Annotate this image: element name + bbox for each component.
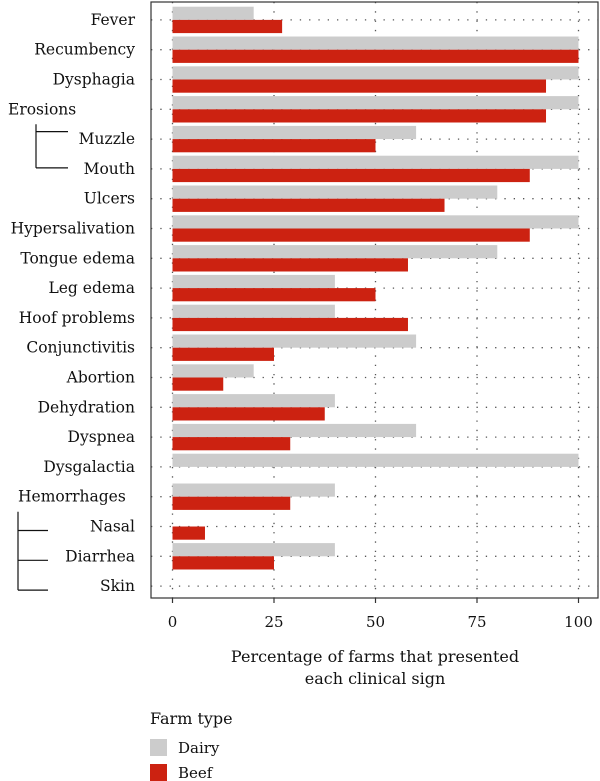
bar-dairy-18: [172, 543, 335, 557]
bar-dairy-8: [172, 245, 498, 259]
plot-panel: [150, 1, 599, 599]
category-label-13: Dehydration: [38, 398, 135, 416]
category-label-1: Recumbency: [34, 41, 135, 59]
bar-dairy-14: [172, 423, 417, 438]
legend-label-dairy: Dairy: [178, 739, 220, 757]
category-label-10: Hoof problems: [19, 309, 135, 327]
category-label-4: Muzzle: [79, 130, 135, 148]
category-label-16: Hemorrhages: [18, 488, 126, 506]
x-tick-label-2: 50: [366, 613, 385, 631]
bar-dairy-9: [172, 274, 335, 289]
x-tick-label-4: 100: [564, 613, 593, 631]
bar-dairy-7: [172, 215, 579, 229]
bar-beef-0: [172, 19, 283, 34]
group-brackets: [17, 124, 68, 591]
legend-label-beef: Beef: [178, 764, 214, 781]
bar-dairy-11: [172, 334, 417, 348]
bar-beef-10: [172, 317, 408, 332]
bar-beef-3: [172, 109, 547, 123]
bar-beef-7: [172, 228, 530, 242]
bar-dairy-12: [172, 364, 254, 378]
bar-dairy-13: [172, 394, 335, 408]
bar-dairy-6: [172, 185, 498, 199]
bar-beef-1: [172, 49, 579, 63]
category-label-18: Diarrhea: [65, 547, 135, 565]
category-label-6: Ulcers: [84, 190, 135, 208]
category-label-17: Nasal: [90, 518, 135, 536]
category-label-5: Mouth: [84, 160, 135, 178]
category-label-8: Tongue edema: [20, 249, 135, 267]
bar-beef-5: [172, 168, 530, 183]
category-label-11: Conjunctivitis: [26, 339, 135, 357]
bar-dairy-10: [172, 304, 335, 318]
bar-dairy-16: [172, 483, 335, 497]
legend-title: Farm type: [150, 709, 233, 728]
x-axis-title-line-1: each clinical sign: [305, 669, 446, 688]
x-axis-title-line-0: Percentage of farms that presented: [231, 647, 519, 666]
x-tick-label-3: 75: [467, 613, 486, 631]
x-ticks: 0 25 50 75 100: [168, 598, 593, 631]
legend: Farm type Dairy Beef: [150, 709, 233, 781]
bar-dairy-3: [172, 96, 579, 110]
bar-dairy-4: [172, 125, 417, 140]
bar-dairy-15: [172, 453, 579, 467]
x-axis-title: Percentage of farms that presented each c…: [231, 647, 519, 688]
bar-beef-14: [172, 437, 291, 451]
category-label-3: Erosions: [8, 100, 76, 118]
bar-beef-11: [172, 347, 274, 361]
legend-swatch-beef: [150, 764, 167, 781]
category-label-19: Skin: [100, 577, 135, 595]
bar-dairy-5: [172, 155, 579, 169]
bar-beef-12: [172, 377, 224, 391]
legend-swatch-dairy: [150, 739, 167, 756]
bracket-erosions: [35, 124, 68, 169]
bar-dairy-0: [172, 6, 254, 20]
bar-dairy-1: [172, 36, 579, 50]
x-tick-label-1: 25: [264, 613, 283, 631]
category-label-12: Abortion: [66, 369, 135, 387]
x-tick-label-0: 0: [168, 613, 178, 631]
category-label-2: Dysphagia: [53, 71, 135, 89]
category-label-9: Leg edema: [48, 279, 135, 297]
bar-beef-2: [172, 79, 547, 93]
bar-dairy-2: [172, 66, 579, 80]
category-label-0: Fever: [91, 11, 136, 29]
bar-beef-9: [172, 288, 376, 302]
category-label-15: Dysgalactia: [43, 458, 135, 476]
bar-beef-6: [172, 198, 445, 212]
bracket-hemorrhages: [17, 511, 48, 591]
bar-beef-4: [172, 139, 376, 153]
category-label-14: Dyspnea: [68, 428, 135, 446]
bar-beef-8: [172, 258, 408, 272]
bar-beef-13: [172, 407, 325, 421]
bar-beef-16: [172, 496, 291, 510]
bar-beef-18: [172, 556, 274, 570]
bars: [172, 6, 579, 570]
bar-beef-17: [172, 526, 205, 540]
category-label-7: Hypersalivation: [11, 220, 135, 238]
